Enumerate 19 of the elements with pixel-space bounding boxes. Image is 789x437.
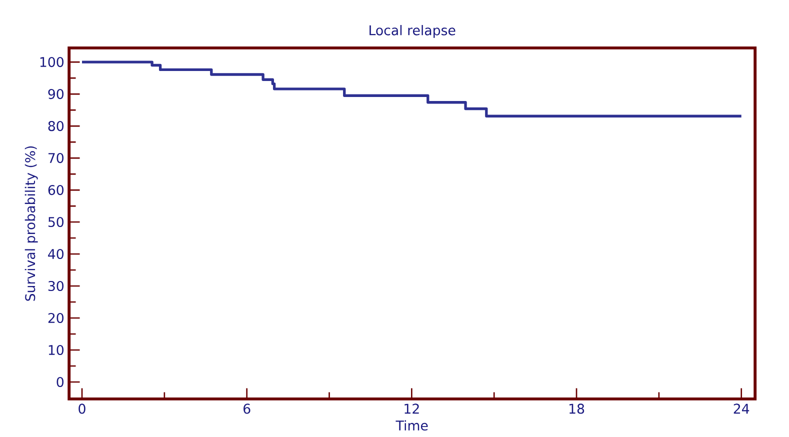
x-tick-label: 12 (404, 404, 419, 414)
y-tick-label: 80 (48, 120, 64, 132)
y-tick-label: 50 (48, 216, 64, 228)
y-tick-label: 90 (48, 88, 64, 100)
x-axis-title: Time (396, 420, 428, 431)
y-tick-label: 20 (48, 312, 64, 324)
y-tick-label: 40 (48, 248, 64, 260)
y-tick-label: 70 (48, 152, 64, 164)
x-tick-label: 24 (734, 404, 750, 414)
chart-title: Local relapse (370, 25, 456, 38)
y-tick-label: 10 (48, 344, 64, 356)
x-tick-label: 6 (244, 404, 250, 414)
x-tick-label: 18 (569, 404, 584, 414)
y-tick-label: 100 (40, 56, 64, 68)
y-axis-title: Survival probability (%) (24, 146, 38, 301)
y-tick-label: 60 (48, 184, 64, 196)
y-tick-label: 0 (56, 376, 64, 388)
x-tick-label: 0 (78, 404, 86, 414)
y-tick-label: 30 (48, 280, 64, 292)
